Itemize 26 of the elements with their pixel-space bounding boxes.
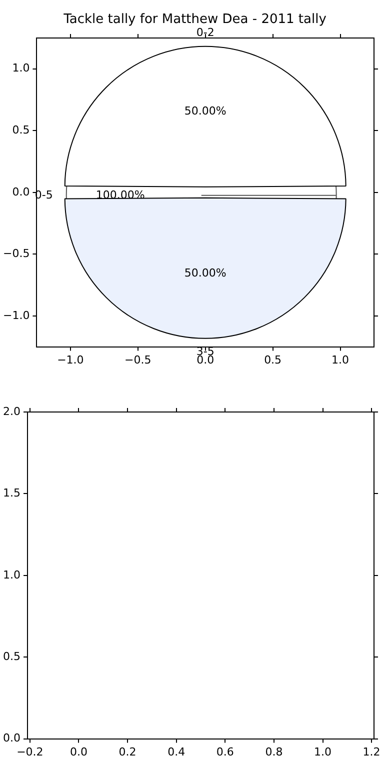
x-tick-label: −0.2 xyxy=(16,745,44,758)
data-label: 50.00% xyxy=(184,104,226,118)
x-tick-label: 0.0 xyxy=(70,745,88,758)
x-tick-label: 0.8 xyxy=(265,745,283,758)
y-tick-label: 1.0 xyxy=(12,62,30,75)
slice-label: 0-2 xyxy=(196,26,214,39)
y-tick-label: 1.0 xyxy=(2,568,20,582)
x-tick-label: 1.2 xyxy=(362,745,380,758)
x-tick-label: 0.6 xyxy=(216,745,234,758)
y-tick-label: 2.0 xyxy=(2,404,20,418)
y-tick-label: 0.0 xyxy=(2,732,20,745)
x-tick-label: 1.0 xyxy=(314,745,332,758)
y-tick-label: −0.5 xyxy=(2,247,30,260)
y-tick-label: 1.5 xyxy=(2,486,20,500)
x-tick-label: −1.0 xyxy=(57,353,84,366)
x-tick-label: −0.5 xyxy=(124,353,152,366)
x-tick-label: 0.4 xyxy=(168,745,186,758)
x-tick-label: 0.2 xyxy=(118,745,136,758)
y-tick-label: 0.5 xyxy=(2,650,20,663)
x-tick-label: 1.0 xyxy=(332,353,350,366)
y-tick-label: 0.0 xyxy=(12,185,30,198)
x-tick-label: 0.5 xyxy=(264,353,282,366)
y-tick-label: 0.5 xyxy=(12,124,30,136)
y-tick-label: −1.0 xyxy=(2,308,30,322)
data-label: 50.00% xyxy=(184,266,226,280)
chart-title: Tackle tally for Matthew Dea - 2011 tally xyxy=(62,12,328,27)
